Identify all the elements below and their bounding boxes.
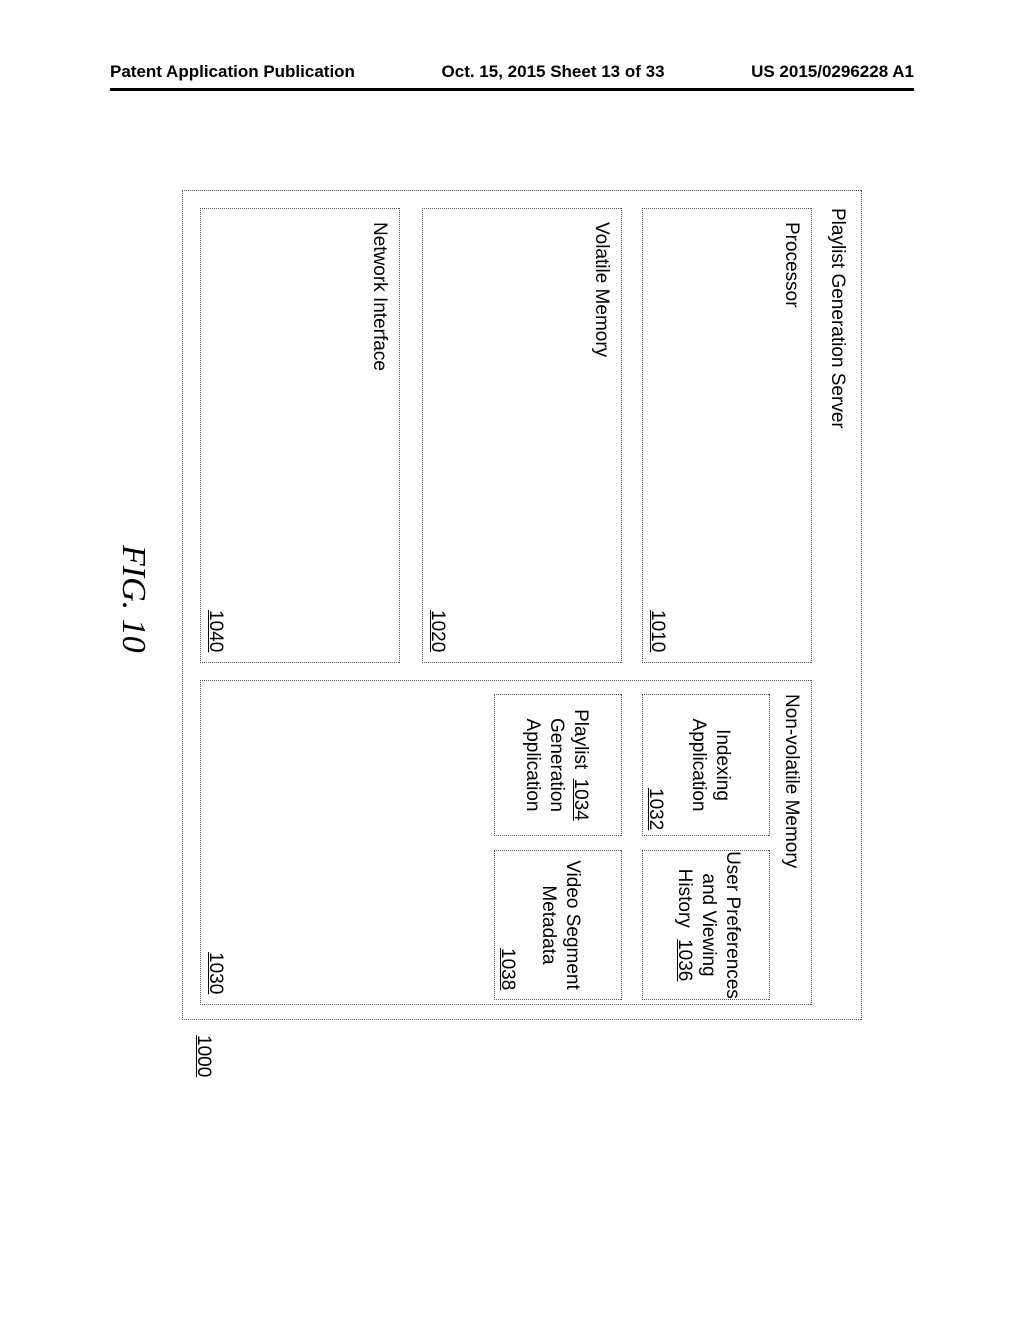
label-volatile: Volatile Memory [590, 222, 612, 357]
segmeta-line1: Video Segment [562, 860, 583, 990]
ref-server: 1000 [192, 1035, 214, 1077]
ref-volatile: 1020 [426, 610, 448, 652]
indexing-line2: Application [688, 719, 709, 812]
header-left: Patent Application Publication [110, 62, 355, 82]
header-center: Oct. 15, 2015 Sheet 13 of 33 [442, 62, 665, 82]
ref-segmeta: 1038 [496, 948, 518, 990]
header-right: US 2015/0296228 A1 [751, 62, 914, 82]
label-indexing: Indexing Application [687, 694, 735, 836]
ref-indexing: 1032 [644, 788, 666, 830]
ref-network: 1040 [204, 610, 226, 652]
playlist-line2: Generation [546, 718, 567, 812]
label-nvmem: Non-volatile Memory [780, 694, 802, 868]
ref-processor: 1010 [646, 610, 668, 652]
label-segmeta: Video Segment Metadata [537, 850, 585, 1000]
ref-playlist: 1034 [570, 779, 591, 821]
label-processor: Processor [780, 222, 802, 308]
playlist-line3: Application [523, 719, 544, 812]
ref-nvmem: 1030 [204, 952, 226, 994]
prefs-line1: User Preferences [722, 851, 743, 999]
label-network: Network Interface [368, 222, 390, 371]
label-prefs: User Preferences and Viewing History 103… [673, 850, 744, 1000]
indexing-line1: Indexing [712, 729, 733, 801]
page: Patent Application Publication Oct. 15, … [0, 0, 1024, 1320]
diagram: Playlist Generation Server 1000 Processo… [162, 190, 862, 1090]
prefs-line3: History [675, 869, 696, 928]
figure-caption: FIG. 10 [114, 545, 152, 653]
header-rule [110, 88, 914, 91]
prefs-line2: and Viewing [698, 873, 719, 976]
label-server: Playlist Generation Server [826, 208, 848, 429]
ref-prefs: 1036 [675, 939, 696, 981]
segmeta-line2: Metadata [538, 885, 559, 964]
label-playlist: Playlist 1034 Generation Application [521, 694, 592, 836]
page-header: Patent Application Publication Oct. 15, … [110, 62, 914, 82]
playlist-line1: Playlist [570, 709, 591, 769]
